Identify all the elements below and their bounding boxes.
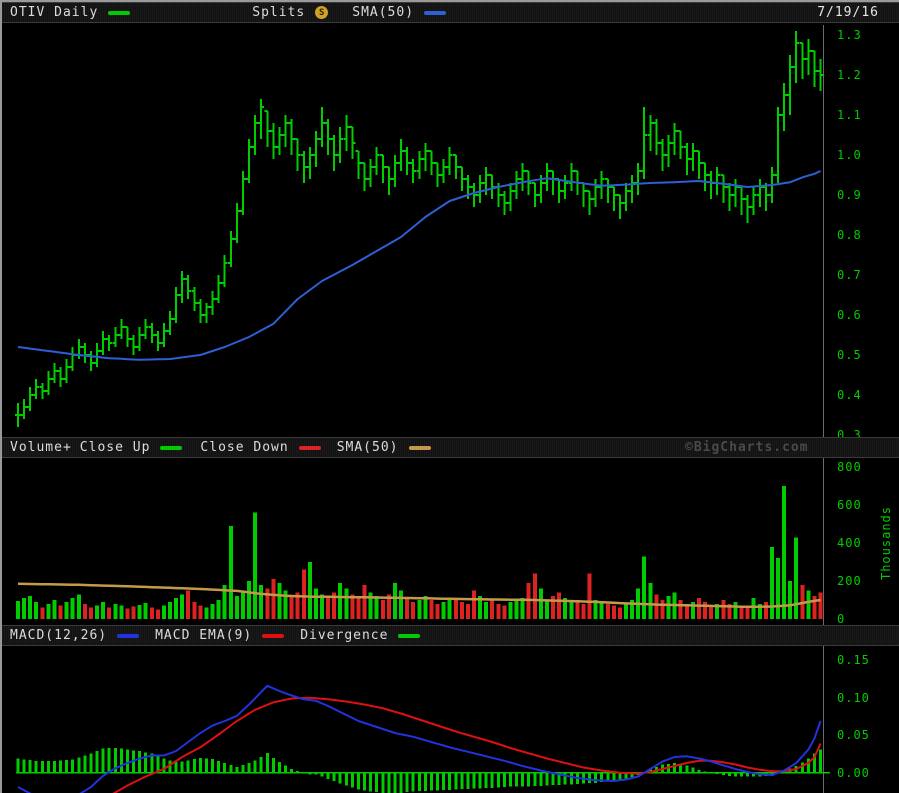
price-axis-label: 0.7: [837, 268, 862, 282]
plot-right-border: [823, 25, 824, 793]
volume-panel-header: Volume+ Close Up Close Down SMA(50) ©Big…: [2, 437, 899, 458]
macd-label: MACD(12,26): [10, 628, 108, 643]
volume-axis-label: 200: [837, 574, 862, 588]
price-axis-label: 0.8: [837, 228, 862, 242]
macd-axis-label: 0.05: [837, 728, 870, 742]
macd-axis-label: 0.00: [837, 765, 870, 780]
volume-axis-label: 800: [837, 460, 862, 474]
volume-title: Volume+: [10, 440, 72, 455]
macd-line-swatch: [117, 633, 140, 638]
bigcharts-copyright: ©BigCharts.com: [685, 440, 809, 455]
volume-down-swatch: [298, 445, 321, 450]
volume-sma-swatch: [408, 445, 431, 450]
volume-up-label: Close Up: [79, 440, 151, 455]
price-axis-label: 0.4: [837, 388, 862, 402]
price-sma-label: SMA(50): [352, 5, 415, 20]
volume-down-label: Close Down: [200, 440, 289, 455]
symbol-period-label: OTIV Daily: [10, 5, 99, 20]
macd-chart-canvas: [16, 684, 830, 793]
splits-label: Splits: [252, 5, 306, 20]
macd-ema-swatch: [262, 633, 285, 638]
price-sma-swatch: [424, 10, 447, 15]
volume-axis-unit-label: Thousands: [879, 505, 893, 581]
chart-date: 7/19/16: [817, 5, 879, 20]
price-axis-label: 0.6: [837, 308, 862, 322]
price-legend-swatch: [108, 10, 131, 15]
volume-chart-canvas: [16, 486, 823, 620]
volume-axis-label: 0: [837, 612, 846, 626]
price-axis-label: 0.9: [837, 188, 862, 202]
price-axis-label: 1.0: [837, 148, 862, 162]
divergence-label: Divergence: [300, 628, 389, 643]
volume-up-swatch: [160, 445, 183, 450]
divergence-swatch: [398, 633, 421, 638]
price-axis-label: 1.2: [837, 68, 862, 82]
macd-ema-label: MACD EMA(9): [155, 628, 253, 643]
splits-icon: S: [315, 6, 329, 19]
price-axis-label: 1.3: [837, 28, 862, 42]
volume-axis-label: 600: [837, 498, 862, 512]
volume-sma-label: SMA(50): [336, 440, 399, 455]
price-panel-header: OTIV Daily Splits S SMA(50) 7/19/16: [2, 2, 899, 23]
macd-axis-label: 0.15: [837, 653, 870, 667]
price-chart-canvas: [15, 31, 824, 427]
macd-axis-label: 0.10: [837, 690, 870, 705]
price-axis-label: 0.5: [837, 348, 862, 362]
volume-axis-label: 400: [837, 536, 862, 550]
macd-panel-header: MACD(12,26) MACD EMA(9) Divergence: [2, 625, 899, 646]
price-axis-label: 1.1: [837, 108, 862, 122]
